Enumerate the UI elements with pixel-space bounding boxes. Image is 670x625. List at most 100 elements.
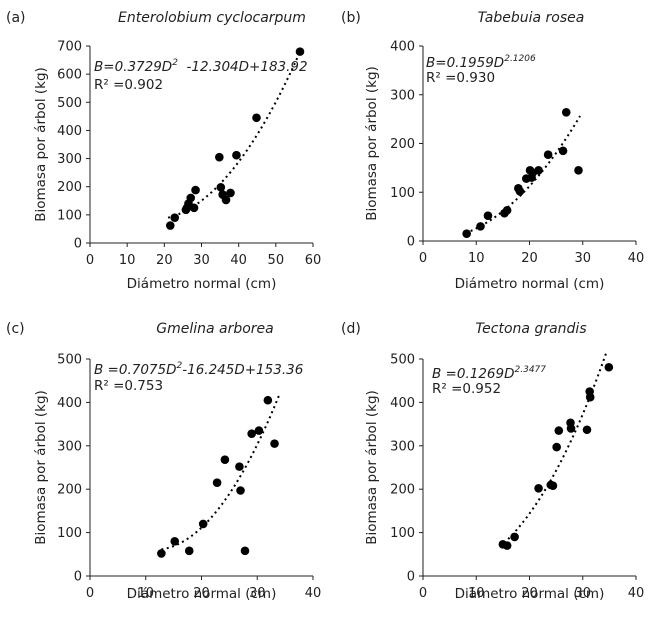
y-axis-label: Biomasa por árbol (kg) [33, 390, 49, 545]
equation-text: B =0.7075D [94, 362, 177, 378]
data-point [534, 166, 543, 175]
x-tick-label: 40 [628, 251, 645, 266]
x-axis-label: Diámetro normal (cm) [127, 586, 277, 602]
equation-text: B =0.1269D [432, 366, 515, 382]
data-point [558, 146, 568, 156]
data-point [220, 455, 230, 464]
y-tick-label: 200 [57, 180, 82, 195]
data-point [548, 481, 558, 491]
data-point [170, 536, 180, 546]
y-tick-label: 100 [390, 526, 415, 541]
x-tick-label: 60 [305, 253, 322, 268]
data-point [184, 546, 194, 556]
x-tick-label: 30 [574, 586, 591, 601]
data-point [157, 549, 166, 558]
y-tick-label: 500 [57, 353, 82, 368]
trend-line [465, 115, 581, 235]
y-tick-label: 100 [57, 526, 82, 541]
data-point [574, 166, 583, 175]
panel-label: (d) [341, 321, 361, 337]
y-tick-label: 700 [57, 40, 82, 55]
x-axis-label: Diámetro normal (cm) [455, 586, 605, 602]
y-tick-label: 200 [57, 483, 82, 498]
equation-exponent: 2 [172, 58, 178, 68]
data-point [263, 395, 273, 405]
data-point [554, 426, 564, 435]
data-point [476, 222, 485, 231]
x-tick-label: 20 [521, 586, 538, 601]
data-point [585, 392, 595, 402]
panel-label: (a) [6, 10, 26, 26]
y-tick-label: 0 [74, 570, 82, 585]
equation-text: B=0.3729D [94, 59, 172, 75]
x-tick-label: 40 [628, 586, 645, 601]
y-tick-label: 300 [57, 152, 82, 167]
regression-equation: B =0.1269D2.3477 [432, 365, 546, 382]
data-point [236, 486, 245, 495]
data-point [483, 211, 493, 220]
equation-text: -16.245D+153.36 [182, 362, 303, 378]
y-axis-label: Biomasa por árbol (kg) [364, 66, 380, 221]
chart-panel-d: (d) Tectona grandis 0 100 200 300 400 500 0 10 20 3… [341, 321, 644, 602]
data-point [247, 429, 256, 438]
y-tick-label: 0 [407, 570, 415, 585]
data-point [165, 221, 175, 230]
x-tick-label: 20 [156, 253, 173, 268]
data-point [170, 213, 180, 222]
data-point [552, 442, 561, 452]
equation-exponent: 2.1206 [504, 54, 536, 64]
data-point [216, 182, 226, 192]
r-squared-label: R² =0.753 [94, 378, 163, 394]
y-tick-label: 500 [390, 353, 415, 368]
x-tick-label: 20 [521, 251, 538, 266]
x-tick-label: 0 [86, 586, 94, 601]
data-point [186, 193, 196, 203]
x-axis-label: Diámetro normal (cm) [127, 276, 277, 292]
r-squared-label: R² =0.902 [94, 77, 163, 93]
data-point [462, 229, 471, 238]
trend-line [161, 393, 281, 551]
data-point [604, 362, 614, 372]
data-point [534, 484, 543, 493]
data-point [252, 113, 261, 123]
chart-title: Tabebuia rosea [478, 10, 585, 26]
x-tick-label: 10 [137, 586, 154, 601]
y-tick-label: 300 [390, 439, 415, 454]
chart-panel-c: (c) Gmelina arborea 0 100 200 300 400 500 0 10 20 3… [6, 321, 321, 602]
data-point [212, 478, 222, 487]
x-tick-label: 40 [230, 253, 247, 268]
x-tick-label: 10 [119, 253, 136, 268]
y-tick-label: 100 [390, 186, 415, 201]
trend-line [499, 351, 608, 548]
data-point [515, 186, 525, 196]
chart-panel-a: (a) Enterolobium cyclocarpum0100200300400… [6, 10, 321, 292]
y-tick-label: 300 [57, 439, 82, 454]
y-tick-label: 0 [407, 235, 415, 250]
y-tick-label: 400 [57, 124, 82, 139]
x-tick-label: 0 [419, 586, 427, 601]
y-tick-label: 500 [57, 96, 82, 111]
equation-text: B=0.1959D [426, 55, 504, 71]
y-tick-label: 400 [57, 396, 82, 411]
x-tick-label: 40 [305, 586, 322, 601]
data-point [189, 203, 199, 213]
regression-equation: B=0.1959D2.1206 [426, 54, 536, 71]
x-tick-label: 30 [249, 586, 266, 601]
x-tick-label: 0 [86, 253, 94, 268]
x-tick-label: 10 [468, 586, 485, 601]
data-point [232, 150, 241, 160]
y-tick-label: 100 [57, 208, 82, 223]
y-tick-label: 600 [57, 68, 82, 83]
panel-label: (c) [6, 321, 25, 337]
equation-exponent: 2 [177, 361, 183, 371]
chart-panel-b: (b) Tabebuia rosea 0 100 200 300 400 0 10 20 30 40 D… [341, 10, 644, 292]
data-point [235, 462, 244, 471]
data-point [215, 152, 224, 162]
data-point [240, 546, 250, 556]
equation-exponent: 2.3477 [515, 365, 547, 375]
x-tick-label: 20 [193, 586, 210, 601]
data-point [221, 195, 231, 205]
data-point [270, 439, 279, 448]
regression-equation: B =0.7075D2-16.245D+153.36 [94, 361, 303, 378]
